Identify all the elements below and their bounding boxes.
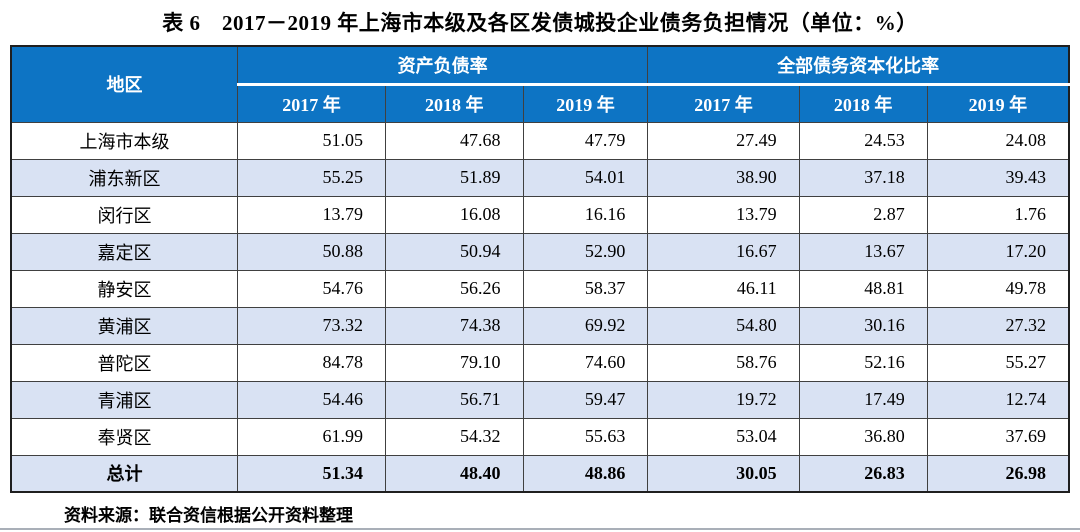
value-cell: 17.20 xyxy=(926,232,1070,271)
value-cell: 27.49 xyxy=(647,121,800,160)
value-cell: 2.87 xyxy=(798,195,928,234)
year-header: 2018 年 xyxy=(798,82,928,123)
year-header: 2017 年 xyxy=(647,82,800,123)
value-cell: 16.67 xyxy=(647,232,800,271)
value-cell: 61.99 xyxy=(236,417,387,456)
header-row-years: 2017 年 2018 年 2019 年 2017 年 2018 年 2019 … xyxy=(11,82,1070,123)
value-cell: 74.60 xyxy=(522,343,649,382)
value-cell: 58.37 xyxy=(522,269,649,308)
value-cell: 17.49 xyxy=(798,380,928,419)
table-row: 奉贤区 61.99 54.32 55.63 53.04 36.80 37.69 xyxy=(10,417,1070,456)
value-cell: 37.69 xyxy=(926,417,1070,456)
value-cell: 53.04 xyxy=(647,417,800,456)
region-column-header: 地区 xyxy=(10,45,238,123)
value-cell: 69.92 xyxy=(522,306,649,345)
value-cell: 46.11 xyxy=(647,269,800,308)
value-cell: 39.43 xyxy=(926,158,1070,197)
table-row: 浦东新区 55.25 51.89 54.01 38.90 37.18 39.43 xyxy=(10,158,1070,197)
header-row-groups: 地区 资产负债率 全部债务资本化比率 xyxy=(10,45,1070,123)
value-cell: 47.68 xyxy=(385,121,524,160)
value-cell: 13.67 xyxy=(798,232,928,271)
value-cell: 52.16 xyxy=(798,343,928,382)
value-cell: 54.80 xyxy=(647,306,800,345)
table-row: 普陀区 84.78 79.10 74.60 58.76 52.16 55.27 xyxy=(10,343,1070,382)
table-header: 地区 资产负债率 全部债务资本化比率 2017 年 2018 年 2019 年 … xyxy=(10,45,1070,123)
value-cell: 54.46 xyxy=(236,380,387,419)
region-cell: 上海市本级 xyxy=(10,121,238,160)
value-cell: 38.90 xyxy=(647,158,800,197)
year-header: 2017 年 xyxy=(236,82,387,123)
value-cell: 54.32 xyxy=(385,417,524,456)
region-cell: 总计 xyxy=(10,454,238,493)
value-cell: 55.63 xyxy=(522,417,649,456)
value-cell: 30.16 xyxy=(798,306,928,345)
value-cell: 26.98 xyxy=(926,454,1070,493)
value-cell: 16.16 xyxy=(522,195,649,234)
table-row: 青浦区 54.46 56.71 59.47 19.72 17.49 12.74 xyxy=(10,380,1070,419)
region-cell: 黄浦区 xyxy=(10,306,238,345)
value-cell: 13.79 xyxy=(647,195,800,234)
value-cell: 26.83 xyxy=(798,454,928,493)
value-cell: 47.79 xyxy=(522,121,649,160)
value-cell: 55.25 xyxy=(236,158,387,197)
value-cell: 73.32 xyxy=(236,306,387,345)
value-cell: 27.32 xyxy=(926,306,1070,345)
value-cell: 74.38 xyxy=(385,306,524,345)
value-cell: 56.71 xyxy=(385,380,524,419)
value-cell: 50.94 xyxy=(385,232,524,271)
value-cell: 48.81 xyxy=(798,269,928,308)
value-cell: 30.05 xyxy=(647,454,800,493)
table-row-total: 总计 51.34 48.40 48.86 30.05 26.83 26.98 xyxy=(10,454,1070,493)
value-cell: 37.18 xyxy=(798,158,928,197)
region-cell: 奉贤区 xyxy=(10,417,238,456)
value-cell: 48.40 xyxy=(385,454,524,493)
value-cell: 58.76 xyxy=(647,343,800,382)
region-cell: 普陀区 xyxy=(10,343,238,382)
debt-burden-table: 地区 资产负债率 全部债务资本化比率 2017 年 2018 年 2019 年 … xyxy=(10,45,1070,493)
year-header: 2019 年 xyxy=(522,82,649,123)
value-cell: 84.78 xyxy=(236,343,387,382)
year-header: 2019 年 xyxy=(926,82,1070,123)
table-title: 表 6 2017－2019 年上海市本级及各区发债城投企业债务负担情况（单位：%… xyxy=(162,11,918,35)
table-body: 上海市本级 51.05 47.68 47.79 27.49 24.53 24.0… xyxy=(10,121,1070,493)
value-cell: 59.47 xyxy=(522,380,649,419)
value-cell: 24.08 xyxy=(926,121,1070,160)
value-cell: 50.88 xyxy=(236,232,387,271)
value-cell: 36.80 xyxy=(798,417,928,456)
year-header: 2018 年 xyxy=(385,82,524,123)
page-divider xyxy=(0,528,1080,530)
table-row: 静安区 54.76 56.26 58.37 46.11 48.81 49.78 xyxy=(10,269,1070,308)
region-cell: 静安区 xyxy=(10,269,238,308)
region-cell: 闵行区 xyxy=(10,195,238,234)
value-cell: 52.90 xyxy=(522,232,649,271)
value-cell: 79.10 xyxy=(385,343,524,382)
value-cell: 54.76 xyxy=(236,269,387,308)
value-cell: 49.78 xyxy=(926,269,1070,308)
region-cell: 青浦区 xyxy=(10,380,238,419)
value-cell: 19.72 xyxy=(647,380,800,419)
value-cell: 12.74 xyxy=(926,380,1070,419)
value-cell: 16.08 xyxy=(385,195,524,234)
source-note: 资料来源：联合资信根据公开资料整理 xyxy=(64,506,353,525)
value-cell: 55.27 xyxy=(926,343,1070,382)
value-cell: 51.89 xyxy=(385,158,524,197)
value-cell: 1.76 xyxy=(926,195,1070,234)
value-cell: 51.34 xyxy=(236,454,387,493)
region-cell: 嘉定区 xyxy=(10,232,238,271)
value-cell: 56.26 xyxy=(385,269,524,308)
value-cell: 24.53 xyxy=(798,121,928,160)
table-row: 嘉定区 50.88 50.94 52.90 16.67 13.67 17.20 xyxy=(10,232,1070,271)
region-cell: 浦东新区 xyxy=(10,158,238,197)
value-cell: 48.86 xyxy=(522,454,649,493)
value-cell: 13.79 xyxy=(236,195,387,234)
table-row: 闵行区 13.79 16.08 16.16 13.79 2.87 1.76 xyxy=(10,195,1070,234)
table-row: 黄浦区 73.32 74.38 69.92 54.80 30.16 27.32 xyxy=(10,306,1070,345)
group-header-asset-liability-ratio: 资产负债率 xyxy=(236,45,649,86)
value-cell: 51.05 xyxy=(236,121,387,160)
group-header-debt-capitalization-ratio: 全部债务资本化比率 xyxy=(647,45,1070,86)
value-cell: 54.01 xyxy=(522,158,649,197)
table-row: 上海市本级 51.05 47.68 47.79 27.49 24.53 24.0… xyxy=(10,121,1070,160)
